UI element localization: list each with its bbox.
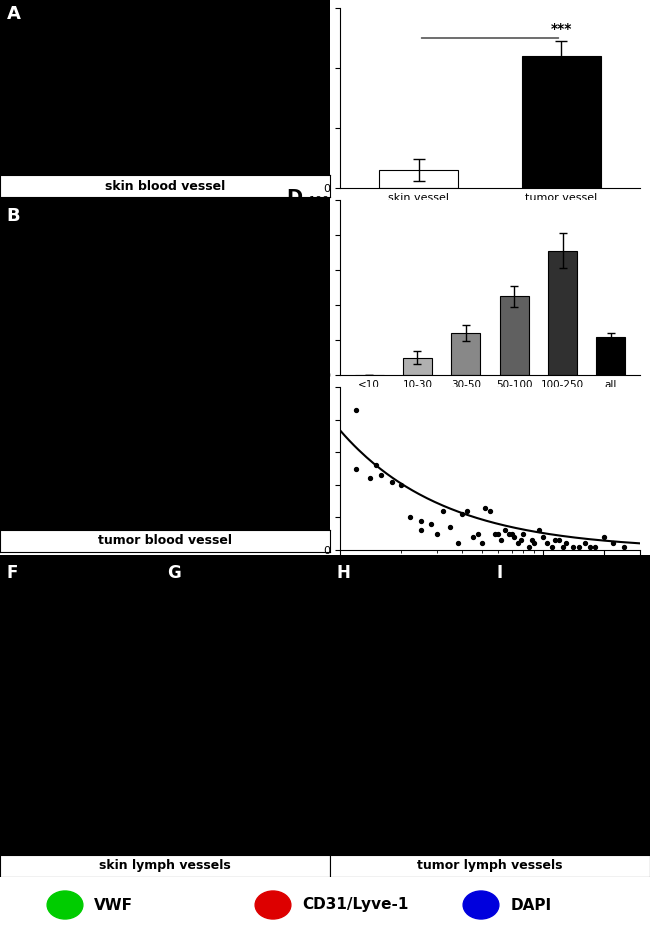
Point [585,539,595,554]
Point [509,530,519,545]
Text: skin lymph vessels: skin lymph vessels [99,859,231,872]
Y-axis label: vessels with fibers [%]: vessels with fibers [%] [304,35,313,160]
Ellipse shape [47,891,83,919]
Bar [380,170,458,188]
Text: DAPI: DAPI [510,898,551,912]
Point [457,507,467,522]
Point [554,533,564,548]
Ellipse shape [463,891,499,919]
Y-axis label: vessels with fibers [%]: vessels with fibers [%] [296,225,307,351]
Point [542,536,552,551]
Text: I: I [497,564,502,582]
Bar [403,357,432,375]
Bar [522,56,601,188]
Point [480,500,491,515]
Text: VWF: VWF [94,898,133,912]
Y-axis label: fiber density
(fibers per 1,000 μm²): fiber density (fibers per 1,000 μm²) [292,411,313,526]
Point [404,510,415,525]
Point [599,530,610,545]
Point [619,539,629,554]
Bar [597,337,625,375]
Point [500,523,510,538]
Text: D: D [286,188,302,207]
Point [490,526,501,541]
Text: skin blood vessel: skin blood vessel [105,179,225,192]
Point [504,526,514,541]
Point [551,533,561,548]
Point [485,504,495,519]
Point [493,526,503,541]
Point [351,402,361,417]
X-axis label: vessel diameter [μm]: vessel diameter [μm] [430,396,550,406]
Point [516,533,526,548]
Point [538,530,549,545]
Point [523,539,534,554]
Text: B: B [6,207,20,225]
Text: ***: *** [551,22,572,36]
Point [387,474,397,489]
Point [376,467,387,482]
Text: tumor lymph vessels: tumor lymph vessels [417,859,563,872]
Point [473,526,484,541]
Text: A: A [6,6,21,23]
Text: G: G [167,564,181,582]
Point [518,526,528,541]
Point [415,513,426,528]
Point [567,539,578,554]
Text: F: F [6,564,18,582]
Point [561,536,571,551]
Bar [548,251,577,375]
Point [426,517,436,532]
Point [445,520,456,535]
Point [365,471,375,486]
Point [608,536,618,551]
Point [506,526,517,541]
Point [546,539,556,554]
Point [528,536,539,551]
Point [351,461,361,476]
X-axis label: vessel diameter [μm]: vessel diameter [μm] [430,576,550,585]
Point [396,478,406,493]
Text: C: C [286,1,300,20]
Point [590,539,600,554]
Bar [500,297,528,375]
Point [437,504,448,519]
Text: CD31/Lyve-1: CD31/Lyve-1 [302,898,409,912]
Point [452,536,463,551]
Point [574,539,584,554]
Point [496,533,506,548]
Point [415,523,426,538]
Point [370,458,381,473]
Point [476,536,487,551]
Point [558,539,568,554]
Point [579,536,590,551]
Point [512,536,523,551]
Text: tumor blood vessel: tumor blood vessel [98,535,232,548]
Point [462,504,472,519]
Point [534,523,544,538]
Point [526,533,537,548]
Point [432,526,442,541]
Point [467,530,478,545]
Text: H: H [337,564,350,582]
Ellipse shape [255,891,291,919]
Bar [451,333,480,375]
Text: E: E [286,376,299,395]
